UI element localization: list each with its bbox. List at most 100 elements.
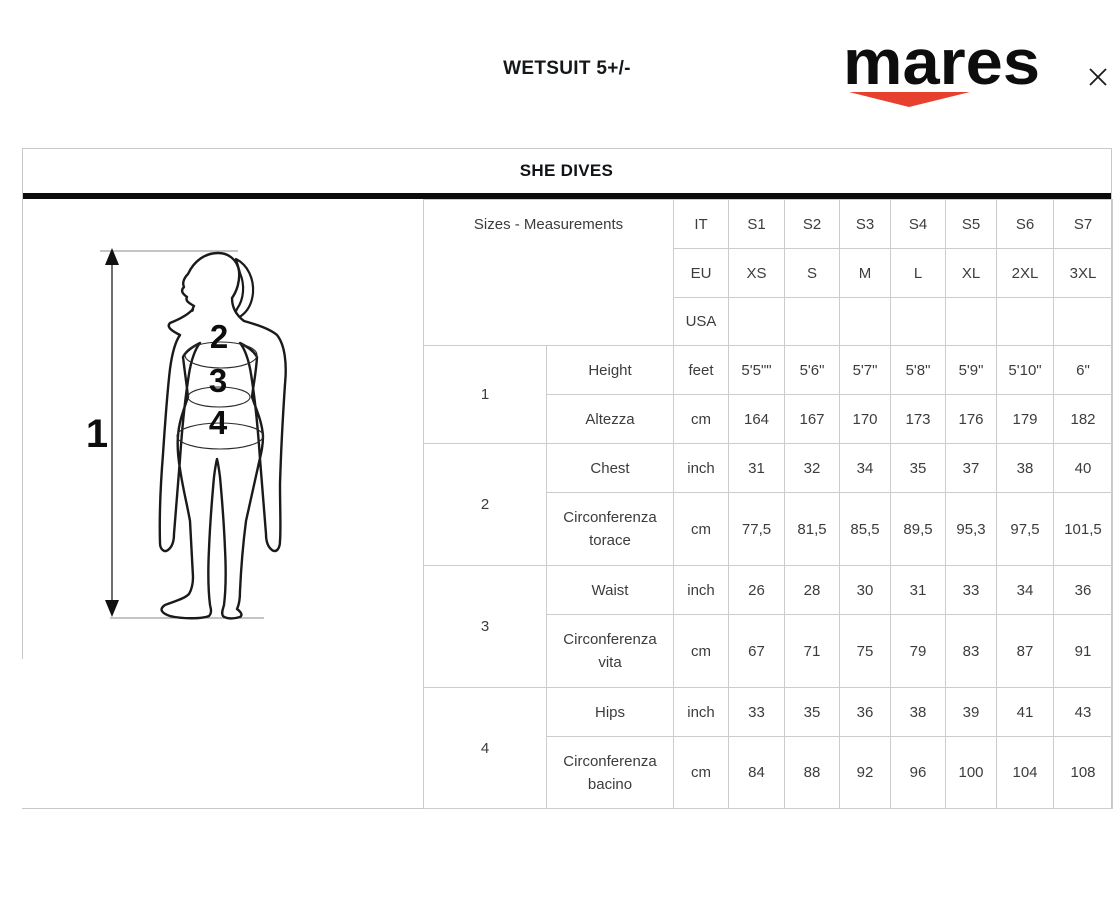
panel-title: SHE DIVES (519, 161, 614, 180)
value-cell: 6" (1053, 345, 1113, 395)
mares-logo-triangle-icon (849, 92, 970, 107)
size-system-label: IT (673, 199, 729, 249)
value-cell: 85,5 (839, 492, 891, 566)
value-cell: 28 (784, 565, 840, 615)
value-cell: 179 (996, 394, 1054, 444)
value-cell: 87 (996, 614, 1054, 688)
value-cell: 91 (1053, 614, 1113, 688)
value-cell: 39 (945, 687, 997, 737)
unit-label: cm (673, 736, 729, 809)
unit-label: inch (673, 565, 729, 615)
size-cell: XS (728, 248, 785, 298)
page-title: WETSUIT 5+/- (503, 58, 631, 79)
value-cell: 81,5 (784, 492, 840, 566)
size-cell: S6 (996, 199, 1054, 249)
figure-body-outline (158, 251, 287, 620)
value-cell: 5'5"" (728, 345, 785, 395)
measurement-label: Circonferenza vita (546, 614, 674, 688)
value-cell: 31 (728, 443, 785, 493)
value-cell: 170 (839, 394, 891, 444)
size-table: Sizes - Measurements IT S1 S2 S3 S4 S5 S… (423, 199, 1113, 809)
size-cell: S4 (890, 199, 946, 249)
value-cell: 164 (728, 394, 785, 444)
measurement-row: 3 Waist inch 26 28 30 31 33 34 36 (423, 565, 1113, 688)
measurement-label: Circonferenza bacino (546, 736, 674, 809)
value-cell: 37 (945, 443, 997, 493)
size-cell: XL (945, 248, 997, 298)
measurement-row: 2 Chest inch 31 32 34 35 37 38 40 (423, 443, 1113, 566)
value-cell: 31 (890, 565, 946, 615)
value-cell: 173 (890, 394, 946, 444)
value-cell: 83 (945, 614, 997, 688)
value-cell: 34 (839, 443, 891, 493)
value-cell: 40 (1053, 443, 1113, 493)
value-cell: 104 (996, 736, 1054, 809)
unit-label: inch (673, 443, 729, 493)
row-number: 1 (423, 345, 547, 444)
size-cell (1053, 297, 1113, 346)
value-cell: 96 (890, 736, 946, 809)
measurement-label: Waist (546, 565, 674, 615)
value-cell: 35 (784, 687, 840, 737)
close-button[interactable] (1084, 63, 1112, 91)
sizes-measurements-label: Sizes - Measurements (423, 199, 674, 346)
value-cell: 84 (728, 736, 785, 809)
size-cell (839, 297, 891, 346)
figure-label-chest: 2 (210, 318, 228, 355)
size-row-eu: EU XS S M L XL 2XL 3XL (424, 248, 1113, 298)
value-cell: 34 (996, 565, 1054, 615)
value-cell: 182 (1053, 394, 1113, 444)
value-cell: 75 (839, 614, 891, 688)
height-arrow-down-icon (105, 600, 119, 617)
size-cell: S5 (945, 199, 997, 249)
size-row-it: Sizes - Measurements IT S1 S2 S3 S4 S5 S… (423, 199, 1113, 346)
size-cell: 3XL (1053, 248, 1113, 298)
value-cell: 108 (1053, 736, 1113, 809)
row-number: 3 (423, 565, 547, 688)
size-cell: S (784, 248, 840, 298)
value-cell: 5'6" (784, 345, 840, 395)
value-cell: 30 (839, 565, 891, 615)
value-cell: 36 (839, 687, 891, 737)
size-cell: L (890, 248, 946, 298)
value-cell: 71 (784, 614, 840, 688)
unit-label: cm (673, 394, 729, 444)
value-cell: 5'10" (996, 345, 1054, 395)
value-cell: 33 (945, 565, 997, 615)
row-number: 2 (423, 443, 547, 566)
row-number: 4 (423, 687, 547, 809)
value-cell: 5'8" (890, 345, 946, 395)
value-cell: 100 (945, 736, 997, 809)
unit-label: cm (673, 614, 729, 688)
size-cell: M (839, 248, 891, 298)
size-cell: S2 (784, 199, 840, 249)
value-cell: 92 (839, 736, 891, 809)
figure-label-waist: 3 (209, 362, 227, 399)
unit-label: feet (673, 345, 729, 395)
waist-measure-ellipse (187, 386, 251, 408)
value-cell: 41 (996, 687, 1054, 737)
value-cell: 35 (890, 443, 946, 493)
measurement-label: Hips (546, 687, 674, 737)
size-system-label: EU (673, 248, 729, 298)
size-cell: S7 (1053, 199, 1113, 249)
value-cell: 33 (728, 687, 785, 737)
size-cell: S1 (728, 199, 785, 249)
unit-label: cm (673, 492, 729, 566)
size-cell: S3 (839, 199, 891, 249)
figure-label-hips: 4 (209, 404, 228, 441)
value-cell: 67 (728, 614, 785, 688)
mares-logo-graphic: mares (843, 26, 1040, 107)
measurement-row: 4 Hips inch 33 35 36 38 39 41 43 (423, 687, 1113, 809)
mares-logo-text: mares (843, 34, 1040, 98)
value-cell: 101,5 (1053, 492, 1113, 566)
value-cell: 5'9" (945, 345, 997, 395)
measurement-label: Height (546, 345, 674, 395)
size-cell (784, 297, 840, 346)
measurement-label: Chest (546, 443, 674, 493)
value-cell: 79 (890, 614, 946, 688)
hips-measure-ellipse (176, 422, 264, 450)
value-cell: 43 (1053, 687, 1113, 737)
measurement-label: Altezza (546, 394, 674, 444)
value-cell: 38 (996, 443, 1054, 493)
